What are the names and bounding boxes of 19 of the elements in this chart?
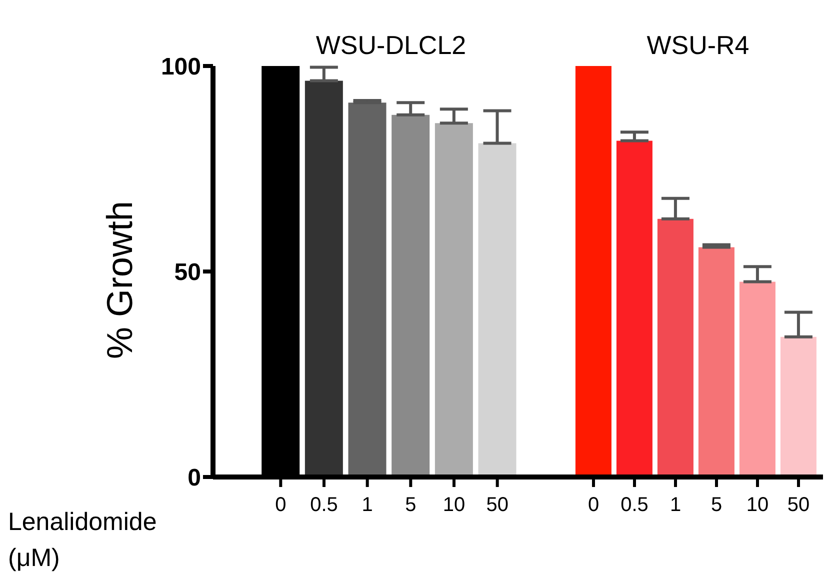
x-tick-label: 5	[405, 494, 416, 516]
x-axis-title: Lenalidomide (μM)	[8, 507, 158, 574]
y-tick-label: 0	[188, 464, 201, 492]
x-tick-label: 10	[442, 494, 466, 516]
x-tick-label: 1	[362, 494, 373, 516]
x-tick-label: 50	[787, 494, 810, 516]
x-tick-label: 0	[588, 494, 600, 516]
x-tick-label: 1	[670, 494, 682, 516]
chart-title: WSU-R4	[646, 30, 750, 61]
y-tick-label: 50	[174, 259, 201, 286]
y-axis-title: % Growth	[99, 200, 141, 360]
x-tick-label: 0.5	[310, 494, 338, 516]
x-tick-label: 10	[746, 494, 769, 516]
x-tick-label: 0.5	[620, 494, 648, 516]
chart-title: WSU-DLCL2	[314, 30, 468, 61]
x-tick-label: 5	[710, 494, 722, 516]
x-tick-label: 50	[486, 494, 508, 516]
x-tick-label: 0	[275, 494, 286, 516]
y-tick-label: 100	[160, 54, 201, 81]
